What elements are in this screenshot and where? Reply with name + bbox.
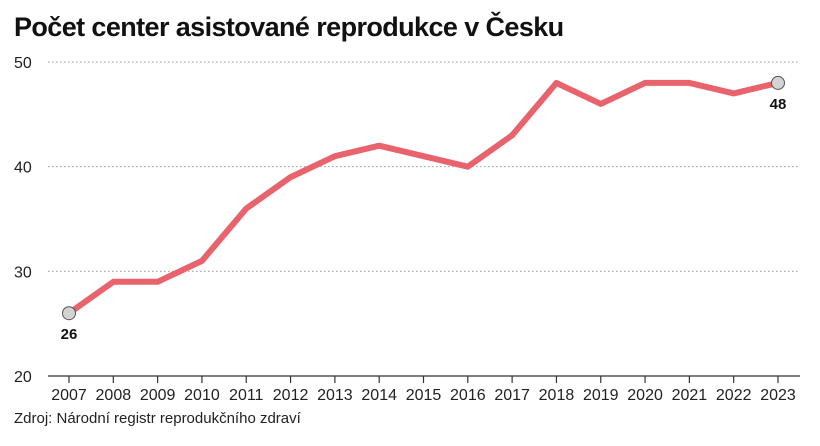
y-tick-label-50: 50 bbox=[14, 55, 32, 72]
series-layer bbox=[66, 79, 781, 317]
data-label-2023: 48 bbox=[770, 96, 787, 113]
x-tick-label-2011: 2011 bbox=[229, 387, 264, 404]
x-tick-label-2018: 2018 bbox=[539, 387, 575, 404]
marker-2023 bbox=[771, 75, 785, 90]
data-label-2007: 26 bbox=[61, 326, 78, 343]
x-tick-label-2017: 2017 bbox=[494, 387, 530, 404]
x-tick-label-2014: 2014 bbox=[361, 387, 397, 404]
gridlines bbox=[48, 61, 800, 272]
x-tick-label-2020: 2020 bbox=[627, 387, 663, 404]
x-tick-label-2012: 2012 bbox=[273, 387, 309, 404]
x-tick-label-2008: 2008 bbox=[96, 387, 132, 404]
x-axis: 2007 2008 2009 2010 2011 2012 2013 2014 2015 2016… bbox=[48, 375, 800, 404]
x-tick-label-2021: 2021 bbox=[672, 387, 708, 404]
x-tick-label-2009: 2009 bbox=[140, 387, 176, 404]
y-axis: 20 30 40 50 bbox=[14, 55, 32, 386]
x-tick-label-2016: 2016 bbox=[450, 387, 486, 404]
markers-layer: 26 48 bbox=[61, 75, 787, 343]
y-tick-label-20: 20 bbox=[14, 369, 32, 386]
x-tick-label-2010: 2010 bbox=[184, 387, 220, 404]
x-tick-label-2022: 2022 bbox=[716, 387, 752, 404]
x-tick-label-2023: 2023 bbox=[760, 387, 796, 404]
x-tick-label-2013: 2013 bbox=[317, 387, 353, 404]
x-tick-label-2015: 2015 bbox=[406, 387, 442, 404]
y-tick-label-40: 40 bbox=[14, 160, 32, 177]
x-tick-label-2007: 2007 bbox=[51, 387, 87, 404]
x-tick-label-2019: 2019 bbox=[583, 387, 619, 404]
y-tick-label-30: 30 bbox=[14, 264, 32, 281]
chart-title: Počet center asistované reprodukce v Čes… bbox=[14, 12, 564, 42]
marker-2007 bbox=[62, 306, 76, 321]
source-note: Zdroj: Národní registr reprodukčního zdr… bbox=[14, 410, 301, 427]
series-line-0 bbox=[66, 79, 781, 317]
